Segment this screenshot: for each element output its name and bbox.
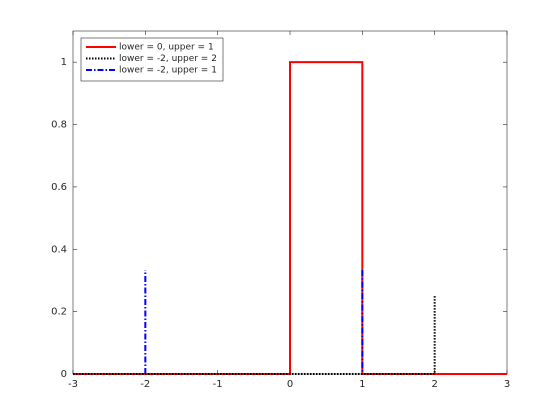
x-tick-label: 2 (431, 379, 437, 390)
x-tick-label: 0 (287, 379, 293, 390)
y-tick-label: 0.2 (51, 307, 67, 318)
y-tick-label: 0.4 (51, 244, 67, 255)
x-tick-label: -2 (140, 379, 150, 390)
y-tick-label: 0.8 (51, 120, 67, 131)
legend-label: lower = 0, upper = 1 (119, 43, 214, 53)
series-line (144, 270, 364, 374)
y-tick-label: 0 (61, 369, 67, 380)
x-tick-label: -3 (68, 379, 78, 390)
x-tick-label: -1 (213, 379, 223, 390)
y-tick-label: 0.6 (51, 182, 67, 193)
legend-label: lower = -2, upper = 1 (119, 66, 217, 76)
legend-label: lower = -2, upper = 2 (119, 54, 217, 64)
x-tick-label: 3 (504, 379, 510, 390)
x-tick-label: 1 (359, 379, 365, 390)
series-line (73, 296, 436, 375)
y-tick-label: 1 (61, 57, 67, 68)
